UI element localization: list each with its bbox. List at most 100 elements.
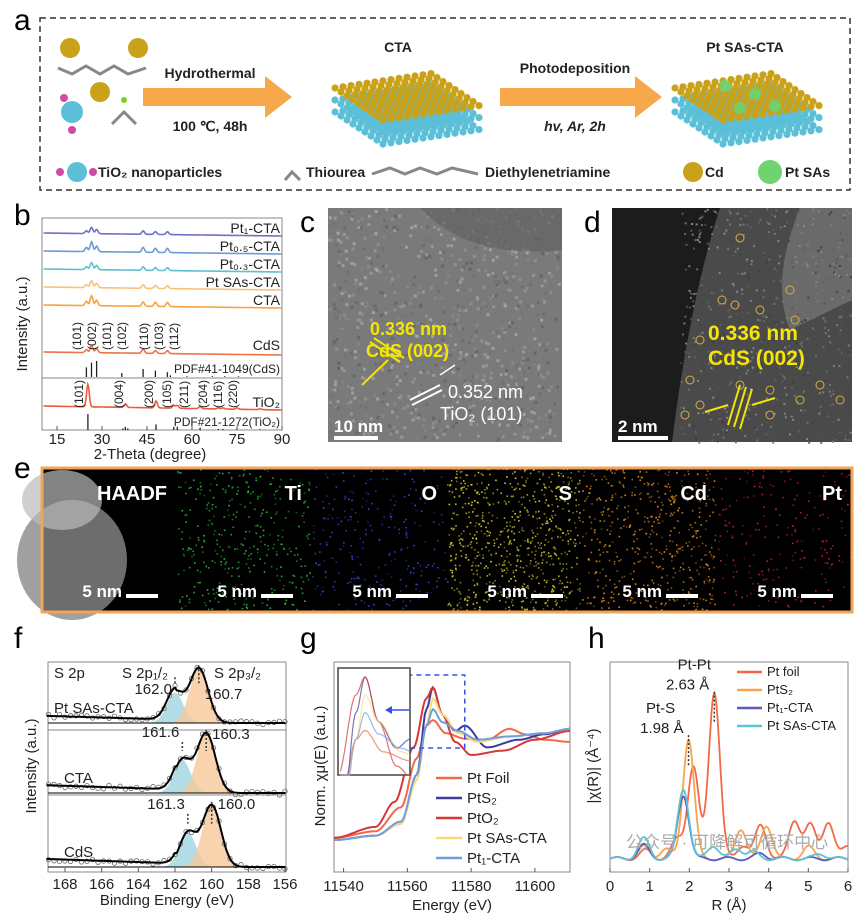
- map-pixel: [509, 553, 511, 556]
- s2p32-position: 160.3: [212, 726, 250, 743]
- tem-noise: [397, 316, 401, 320]
- map-pixel: [236, 567, 239, 570]
- map-pixel: [350, 578, 353, 580]
- map-pixel: [189, 486, 192, 489]
- map-pixel: [607, 601, 610, 604]
- tem-noise: [541, 298, 545, 302]
- haadf-noise: [680, 380, 683, 383]
- map-pixel: [505, 503, 508, 505]
- haadf-noise: [827, 415, 830, 418]
- map-pixel: [474, 607, 476, 610]
- haadf-noise: [780, 389, 783, 392]
- map-pixel: [505, 572, 508, 574]
- tem-noise: [346, 401, 350, 405]
- haadf-noise: [695, 437, 698, 440]
- map-pixel: [555, 599, 557, 601]
- map-pixel: [243, 552, 246, 555]
- map-pixel: [483, 599, 485, 602]
- map-pixel: [503, 569, 506, 571]
- map-pixel: [403, 521, 405, 523]
- map-pixel: [177, 486, 180, 488]
- tem-noise: [380, 354, 384, 358]
- tem-noise: [514, 295, 518, 299]
- map-pixel: [657, 589, 660, 591]
- map-pixel: [706, 470, 709, 472]
- atom: [719, 140, 727, 148]
- map-pixel: [661, 576, 663, 579]
- atom: [743, 136, 751, 144]
- haadf-noise: [838, 242, 841, 245]
- haadf-noise: [785, 337, 788, 340]
- map-pixel: [337, 523, 340, 526]
- map-pixel: [283, 584, 285, 587]
- map-pixel: [473, 548, 476, 551]
- map-pixel: [300, 565, 303, 568]
- tem-noise: [553, 434, 557, 438]
- tem-noise: [342, 233, 346, 237]
- atom: [331, 108, 339, 116]
- haadf-noise: [688, 289, 691, 292]
- tem-noise: [363, 240, 367, 244]
- map-pixel: [437, 487, 439, 490]
- map-pixel: [675, 544, 678, 546]
- diethylenetriamine-icon: [371, 166, 479, 176]
- atom: [443, 118, 451, 126]
- tem-noise: [458, 280, 462, 284]
- haadf-noise: [839, 264, 842, 267]
- map-pixel: [593, 531, 596, 534]
- tem-noise: [412, 283, 416, 287]
- haadf-noise: [711, 439, 714, 442]
- haadf-noise: [707, 350, 710, 353]
- haadf-noise: [771, 334, 774, 337]
- map-pixel: [663, 604, 666, 607]
- map-pixel: [697, 496, 700, 499]
- map-pixel: [224, 568, 226, 570]
- map-pixel: [447, 604, 449, 606]
- map-pixel: [387, 590, 390, 593]
- haadf-noise: [703, 406, 706, 409]
- haadf-noise: [802, 374, 805, 377]
- map-pixel: [671, 556, 673, 558]
- tem-noise: [446, 237, 450, 241]
- tem-noise: [462, 309, 466, 313]
- haadf-noise: [788, 343, 791, 346]
- map-pixel: [405, 518, 408, 521]
- tem-noise: [351, 391, 355, 395]
- xrd-series-label: Pt₀.₅-CTA: [220, 238, 281, 254]
- map-pixel: [564, 551, 566, 554]
- tem-noise: [475, 296, 479, 300]
- haadf-noise: [765, 433, 768, 436]
- atom: [775, 120, 783, 128]
- map-pixel: [215, 484, 218, 486]
- map-pixel: [470, 565, 473, 567]
- map-pixel: [643, 520, 646, 523]
- map-pixel: [599, 498, 602, 501]
- map-pixel: [565, 534, 567, 536]
- map-pixel: [796, 596, 799, 599]
- map-pixel: [269, 483, 271, 486]
- haadf-noise: [772, 331, 775, 334]
- haadf-noise: [749, 214, 752, 217]
- map-pixel: [461, 539, 464, 541]
- tem-noise: [520, 407, 524, 411]
- tem-noise: [393, 229, 397, 233]
- tem-noise: [491, 294, 495, 298]
- map-pixel: [245, 530, 247, 533]
- map-pixel: [713, 566, 715, 569]
- map-pixel: [405, 531, 408, 534]
- atom: [713, 112, 721, 120]
- map-pixel: [432, 587, 435, 590]
- haadf-noise: [843, 216, 846, 219]
- map-pixel: [546, 599, 549, 602]
- map-pixel: [476, 569, 478, 572]
- haadf-noise: [690, 229, 693, 232]
- atom: [807, 103, 815, 111]
- tem-noise: [409, 296, 413, 300]
- map-pixel: [453, 589, 456, 592]
- map-pixel: [188, 487, 190, 490]
- map-pixel: [180, 607, 183, 610]
- map-pixel: [224, 563, 227, 565]
- atom: [683, 104, 691, 112]
